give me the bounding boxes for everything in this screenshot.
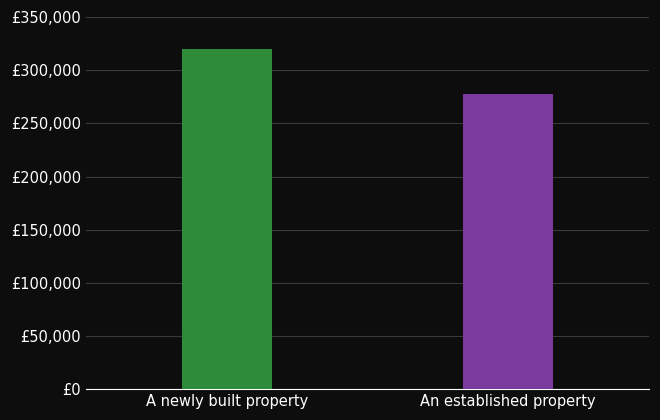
Bar [463,94,553,389]
Bar [182,49,272,389]
